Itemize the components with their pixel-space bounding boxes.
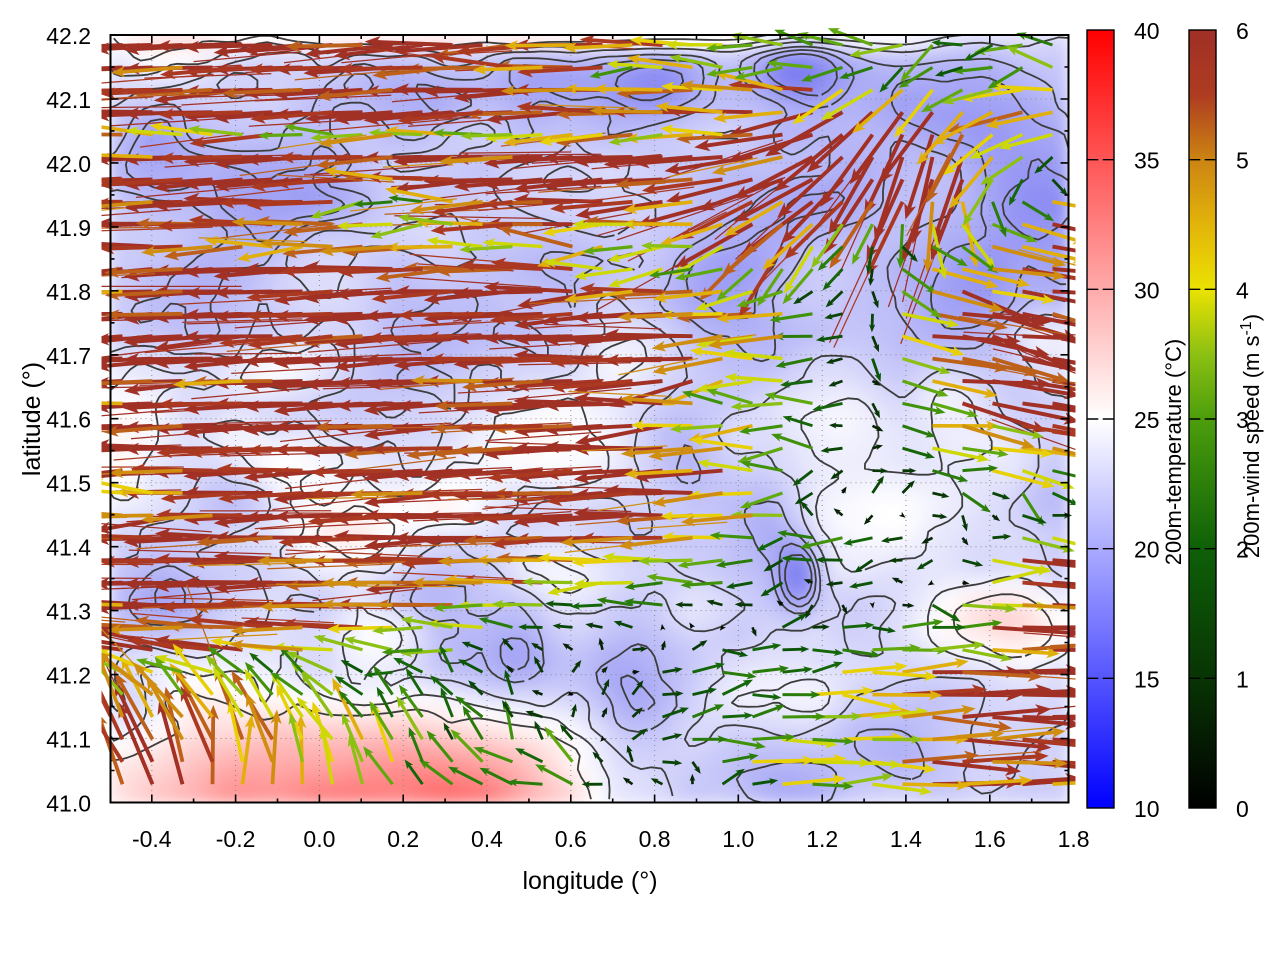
svg-text:1.4: 1.4 [890,826,922,852]
svg-text:4: 4 [1236,277,1249,303]
svg-text:41.8: 41.8 [46,279,91,305]
svg-text:3: 3 [1236,407,1249,433]
svg-text:0.0: 0.0 [303,826,335,852]
svg-text:200m-temperature (°C): 200m-temperature (°C) [1161,339,1186,565]
svg-text:41.3: 41.3 [46,599,91,625]
svg-text:42.2: 42.2 [46,23,91,49]
svg-text:30: 30 [1134,277,1160,303]
svg-text:15: 15 [1134,666,1160,692]
svg-text:20: 20 [1134,537,1160,563]
svg-text:1: 1 [1236,666,1249,692]
svg-text:41.9: 41.9 [46,215,91,241]
svg-text:2: 2 [1236,537,1249,563]
svg-text:1.0: 1.0 [722,826,754,852]
svg-text:1.6: 1.6 [974,826,1006,852]
svg-text:41.2: 41.2 [46,663,91,689]
svg-text:-0.2: -0.2 [216,826,256,852]
svg-text:5: 5 [1236,148,1249,174]
svg-text:-0.4: -0.4 [132,826,172,852]
svg-text:41.5: 41.5 [46,471,91,497]
svg-text:latitude (°): latitude (°) [18,362,46,476]
svg-text:41.7: 41.7 [46,343,91,369]
svg-text:10: 10 [1134,796,1160,822]
svg-text:0.2: 0.2 [387,826,419,852]
svg-text:40: 40 [1134,18,1160,44]
svg-text:6: 6 [1236,18,1249,44]
svg-text:42.1: 42.1 [46,87,91,113]
svg-text:0.4: 0.4 [471,826,503,852]
svg-text:0.6: 0.6 [555,826,587,852]
svg-text:0: 0 [1236,796,1249,822]
svg-text:1.8: 1.8 [1058,826,1090,852]
svg-text:0.8: 0.8 [639,826,671,852]
svg-text:41.0: 41.0 [46,791,91,817]
svg-text:longitude (°): longitude (°) [522,867,657,895]
svg-text:41.6: 41.6 [46,407,91,433]
svg-text:41.4: 41.4 [46,535,91,561]
svg-text:35: 35 [1134,148,1160,174]
svg-text:25: 25 [1134,407,1160,433]
svg-text:42.0: 42.0 [46,151,91,177]
svg-text:1.2: 1.2 [806,826,838,852]
svg-text:41.1: 41.1 [46,727,91,753]
svg-text:200m-wind speed (m s-1): 200m-wind speed (m s-1) [1238,314,1265,558]
